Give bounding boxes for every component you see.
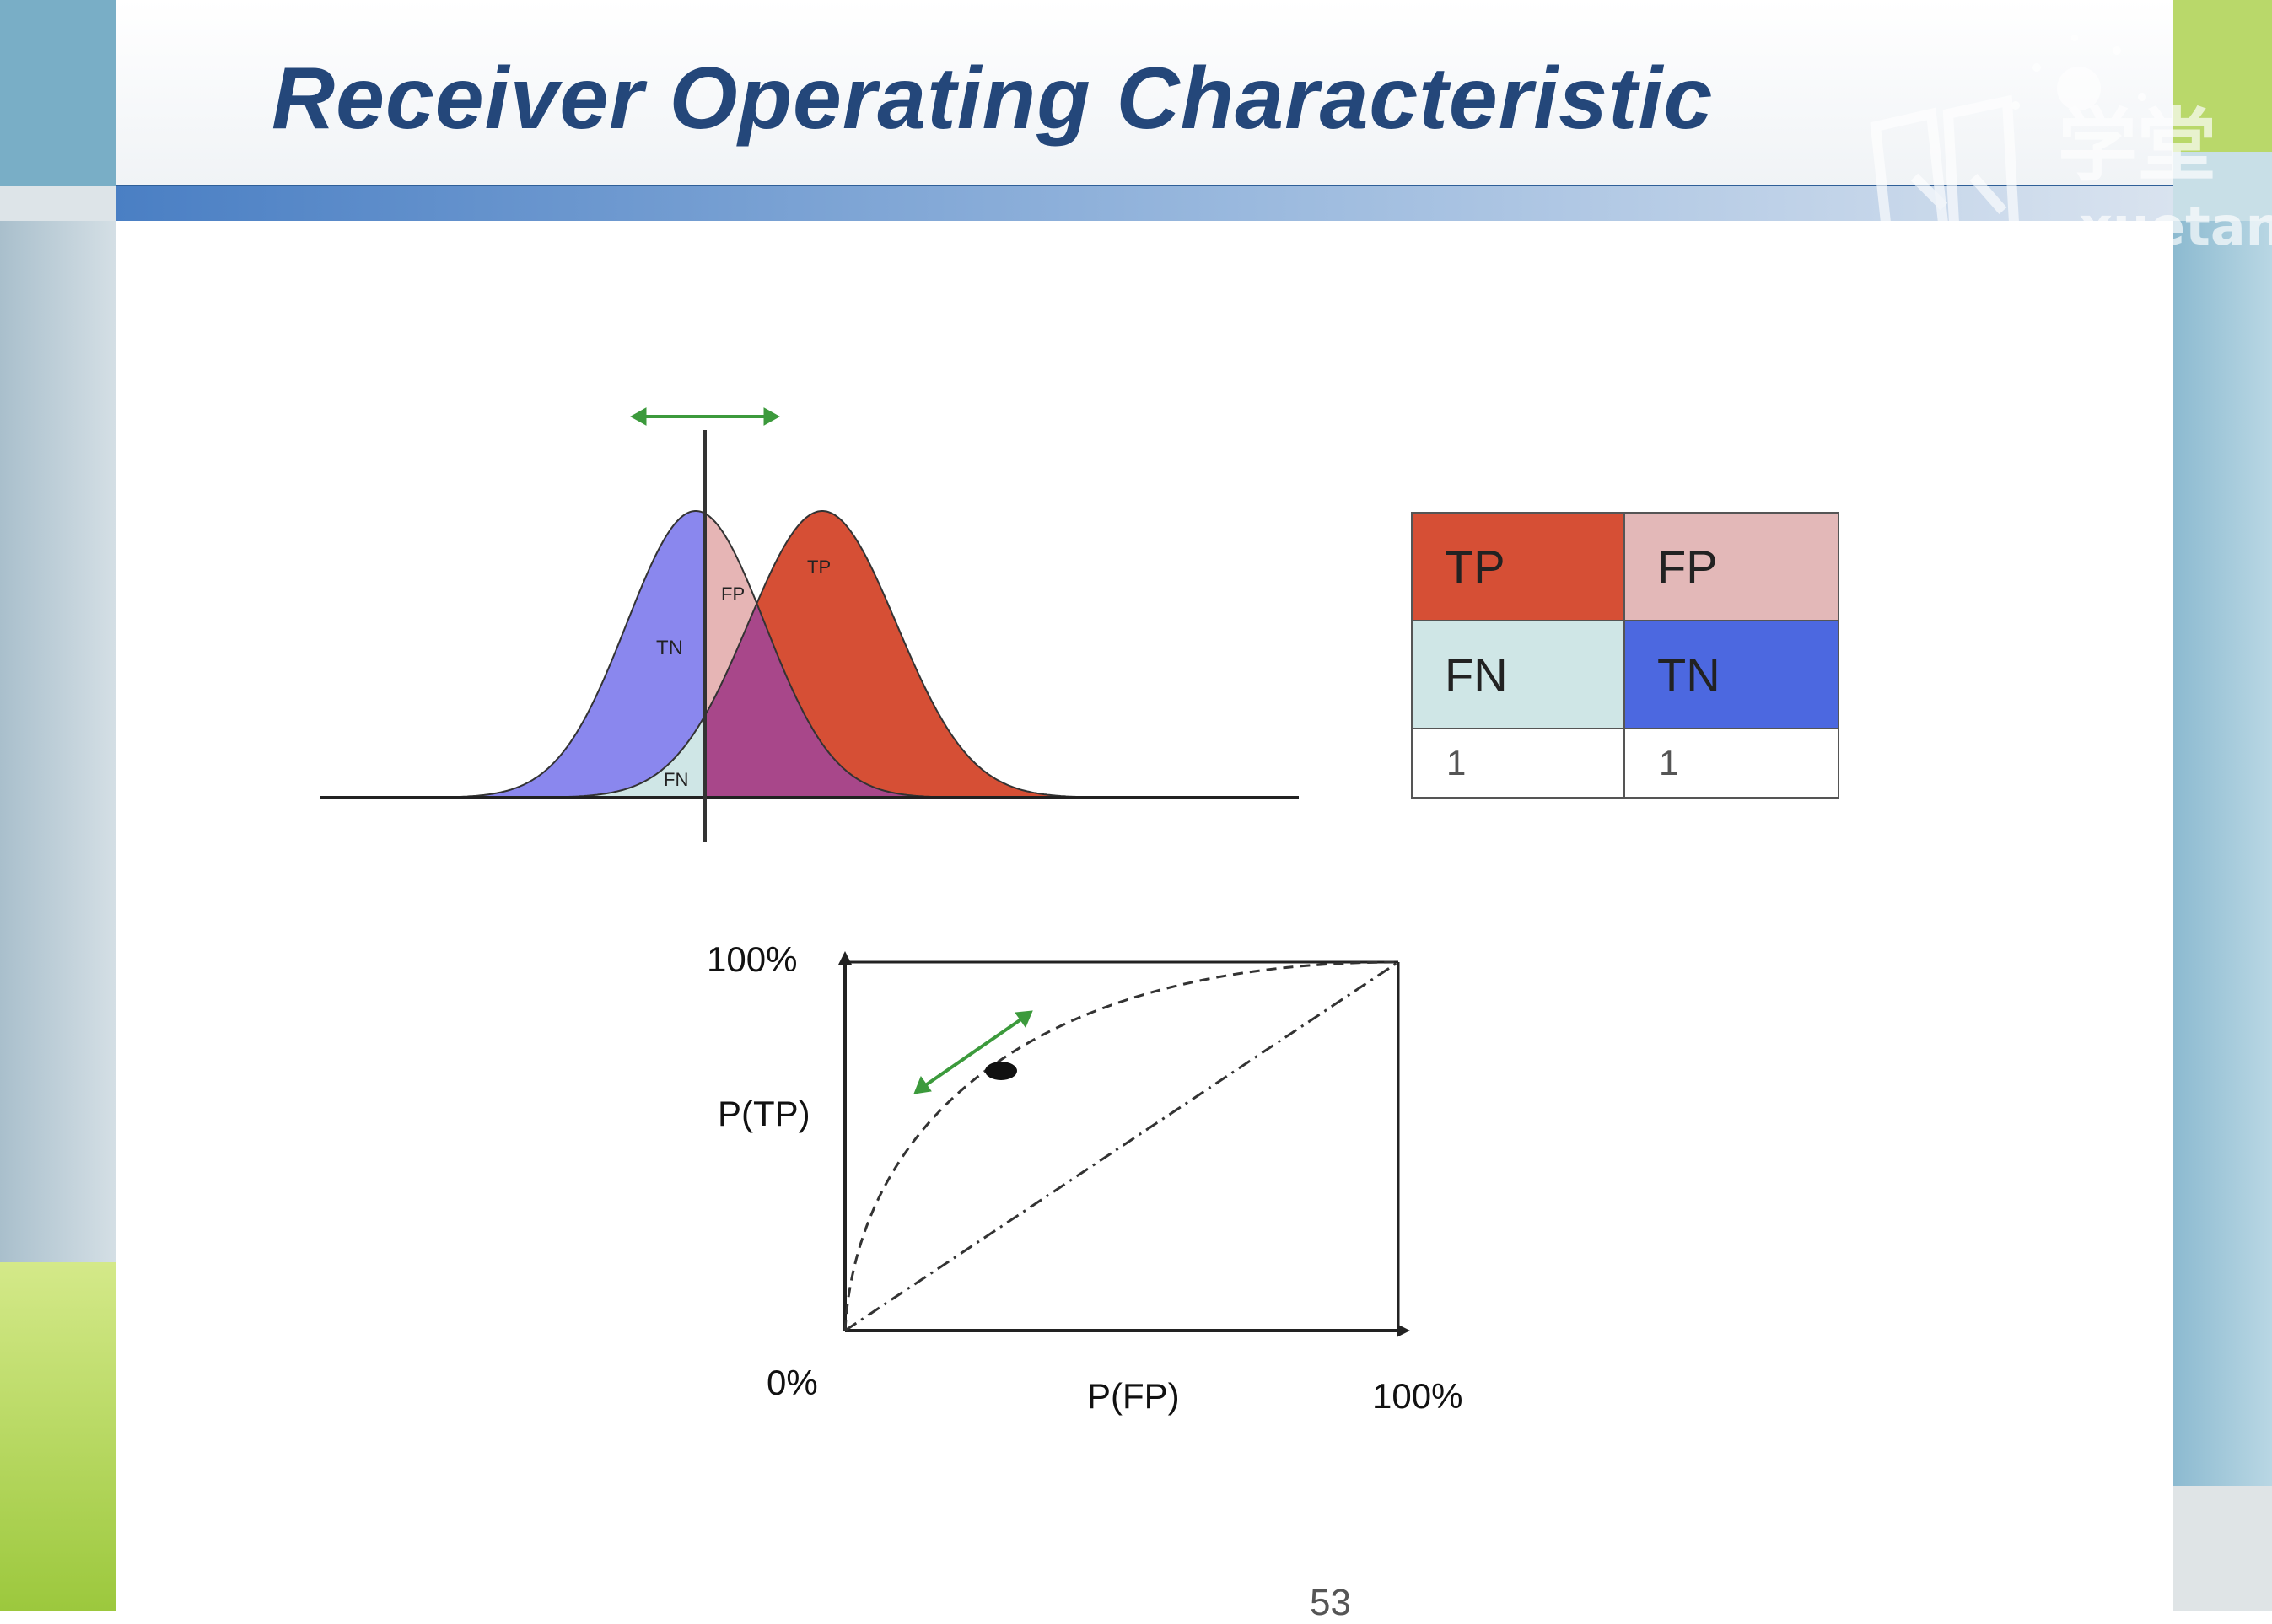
x-axis-arrowhead	[1397, 1324, 1410, 1337]
chance-diagonal	[844, 960, 1399, 1332]
title-area: Receiver Operating Characteristic	[116, 0, 2173, 186]
fp-label: FP	[721, 583, 745, 605]
confusion-table: TP FP FN TN 1 1	[1411, 512, 1839, 799]
y-axis-label: P(TP)	[718, 1094, 810, 1133]
left-decor-band	[0, 0, 116, 1611]
cell-tn: TN	[1623, 620, 1839, 729]
tp-label: TP	[807, 557, 831, 578]
positive-distribution	[540, 511, 1122, 798]
total-positive-label: 1	[1446, 743, 1467, 782]
cell-total-positive: 1	[1411, 728, 1625, 799]
threshold-move-arrow	[629, 407, 781, 426]
cell-tp: TP	[1411, 512, 1625, 621]
cell-tn-label: TN	[1657, 648, 1720, 702]
total-negative-label: 1	[1659, 743, 1679, 782]
y-top-label: 100%	[707, 939, 797, 979]
x-axis-label: P(FP)	[1087, 1376, 1180, 1416]
slide-title: Receiver Operating Characteristic	[272, 50, 1714, 148]
x-right-label: 100%	[1372, 1376, 1462, 1416]
fp-region	[705, 514, 756, 716]
cell-fp-label: FP	[1657, 540, 1718, 594]
fn-region	[540, 715, 705, 798]
operating-point-move-arrow	[913, 1010, 1033, 1094]
tn-label: TN	[656, 637, 683, 659]
right-decor-band	[2173, 0, 2272, 1611]
sparkle-icon	[2011, 35, 2146, 110]
watermark: 学堂 xuetan	[1870, 35, 2272, 287]
watermark-chinese: 学堂	[2058, 100, 2216, 192]
book-logo-icon	[1870, 94, 2022, 287]
watermark-latin: xuetan	[2079, 196, 2272, 257]
cell-fn-label: FN	[1445, 648, 1508, 702]
fn-label: FN	[664, 769, 688, 790]
cell-total-negative: 1	[1623, 728, 1839, 799]
origin-label: 0%	[767, 1363, 818, 1402]
overlap-region	[705, 605, 961, 798]
cell-tp-label: TP	[1445, 540, 1505, 594]
roc-chart: 100% P(TP) 0% P(FP) 100%	[707, 939, 1462, 1416]
negative-outline	[438, 510, 961, 799]
cell-fn: FN	[1411, 620, 1625, 729]
negative-distribution	[439, 511, 961, 798]
operating-point	[985, 1062, 1017, 1080]
title-bar	[116, 186, 2173, 221]
slide: Receiver Operating Characteristic	[116, 0, 2173, 1611]
cell-fp: FP	[1623, 512, 1839, 621]
distribution-diagram: TN FP TP FN	[320, 407, 1299, 842]
positive-outline	[539, 510, 1122, 799]
page-number: 53	[1310, 1582, 1351, 1623]
